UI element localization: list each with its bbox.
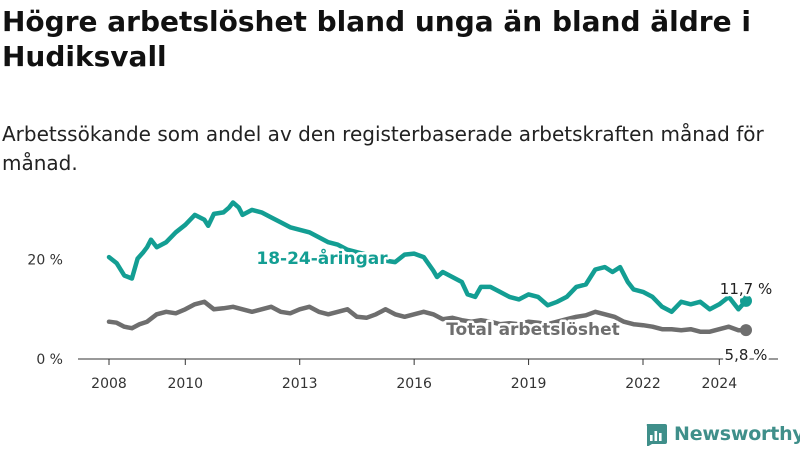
chart-subtitle: Arbetssökande som andel av den registerb… — [2, 122, 764, 175]
y-tick-label: 20 % — [27, 253, 63, 269]
chart-title: Högre arbetslöshet bland unga än bland ä… — [2, 5, 751, 73]
x-tick-label: 2013 — [282, 376, 318, 392]
y-tick-label: 0 % — [36, 352, 63, 368]
x-tick-label: 2016 — [396, 376, 432, 392]
x-tick-label: 2019 — [511, 376, 547, 392]
newsworthy-brand: Newsworthy — [644, 420, 800, 448]
x-tick-label: 2008 — [91, 376, 127, 392]
youth-series-line — [106, 200, 749, 315]
brand-name: Newsworthy — [674, 423, 800, 445]
x-tick-label: 2024 — [701, 376, 737, 392]
newsworthy-logo-icon — [646, 424, 667, 446]
x-tick-label: 2010 — [167, 376, 203, 392]
youth-end-marker — [740, 294, 752, 307]
total-end-marker — [740, 324, 752, 337]
total-series-label: Total arbetslöshet — [446, 320, 620, 340]
youth-series-label: 18-24-åringar — [256, 247, 388, 269]
youth-end-value-label: 11,7 % — [720, 280, 772, 298]
total-end-value-label: 5,8 % — [725, 346, 768, 364]
x-tick-label: 2022 — [625, 376, 661, 392]
total-series-line — [106, 299, 749, 334]
